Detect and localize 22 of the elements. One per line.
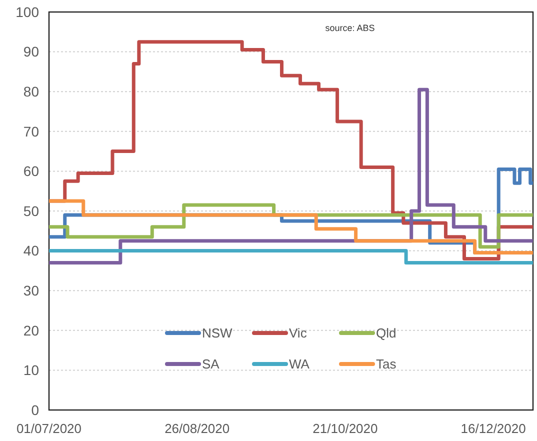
legend-label: NSW [202,326,234,341]
y-tick-label: 40 [23,242,40,259]
y-tick-label: 10 [23,362,40,378]
y-tick-label: 30 [23,282,40,298]
legend-label: WA [289,356,310,372]
x-tick-label: 01/07/2020 [16,421,82,436]
x-tick-label: 16/12/2020 [460,421,526,436]
x-tick-label: 26/08/2020 [164,421,230,436]
legend-label: SA [202,356,220,372]
y-tick-label: 100 [16,4,40,20]
y-tick-label: 70 [23,123,40,140]
y-tick-label: 20 [23,322,40,338]
y-tick-label: 90 [23,44,40,60]
x-tick-label: 21/10/2020 [312,421,378,436]
y-tick-label: 60 [23,163,40,180]
legend-label: Qld [376,326,396,341]
legend-label: Vic [289,326,308,341]
legend-label: Tas [376,356,397,372]
y-tick-label: 80 [23,84,40,100]
y-tick-label: 50 [23,202,40,219]
annotation: source: ABS [325,23,375,33]
y-tick-label: 0 [31,402,40,418]
